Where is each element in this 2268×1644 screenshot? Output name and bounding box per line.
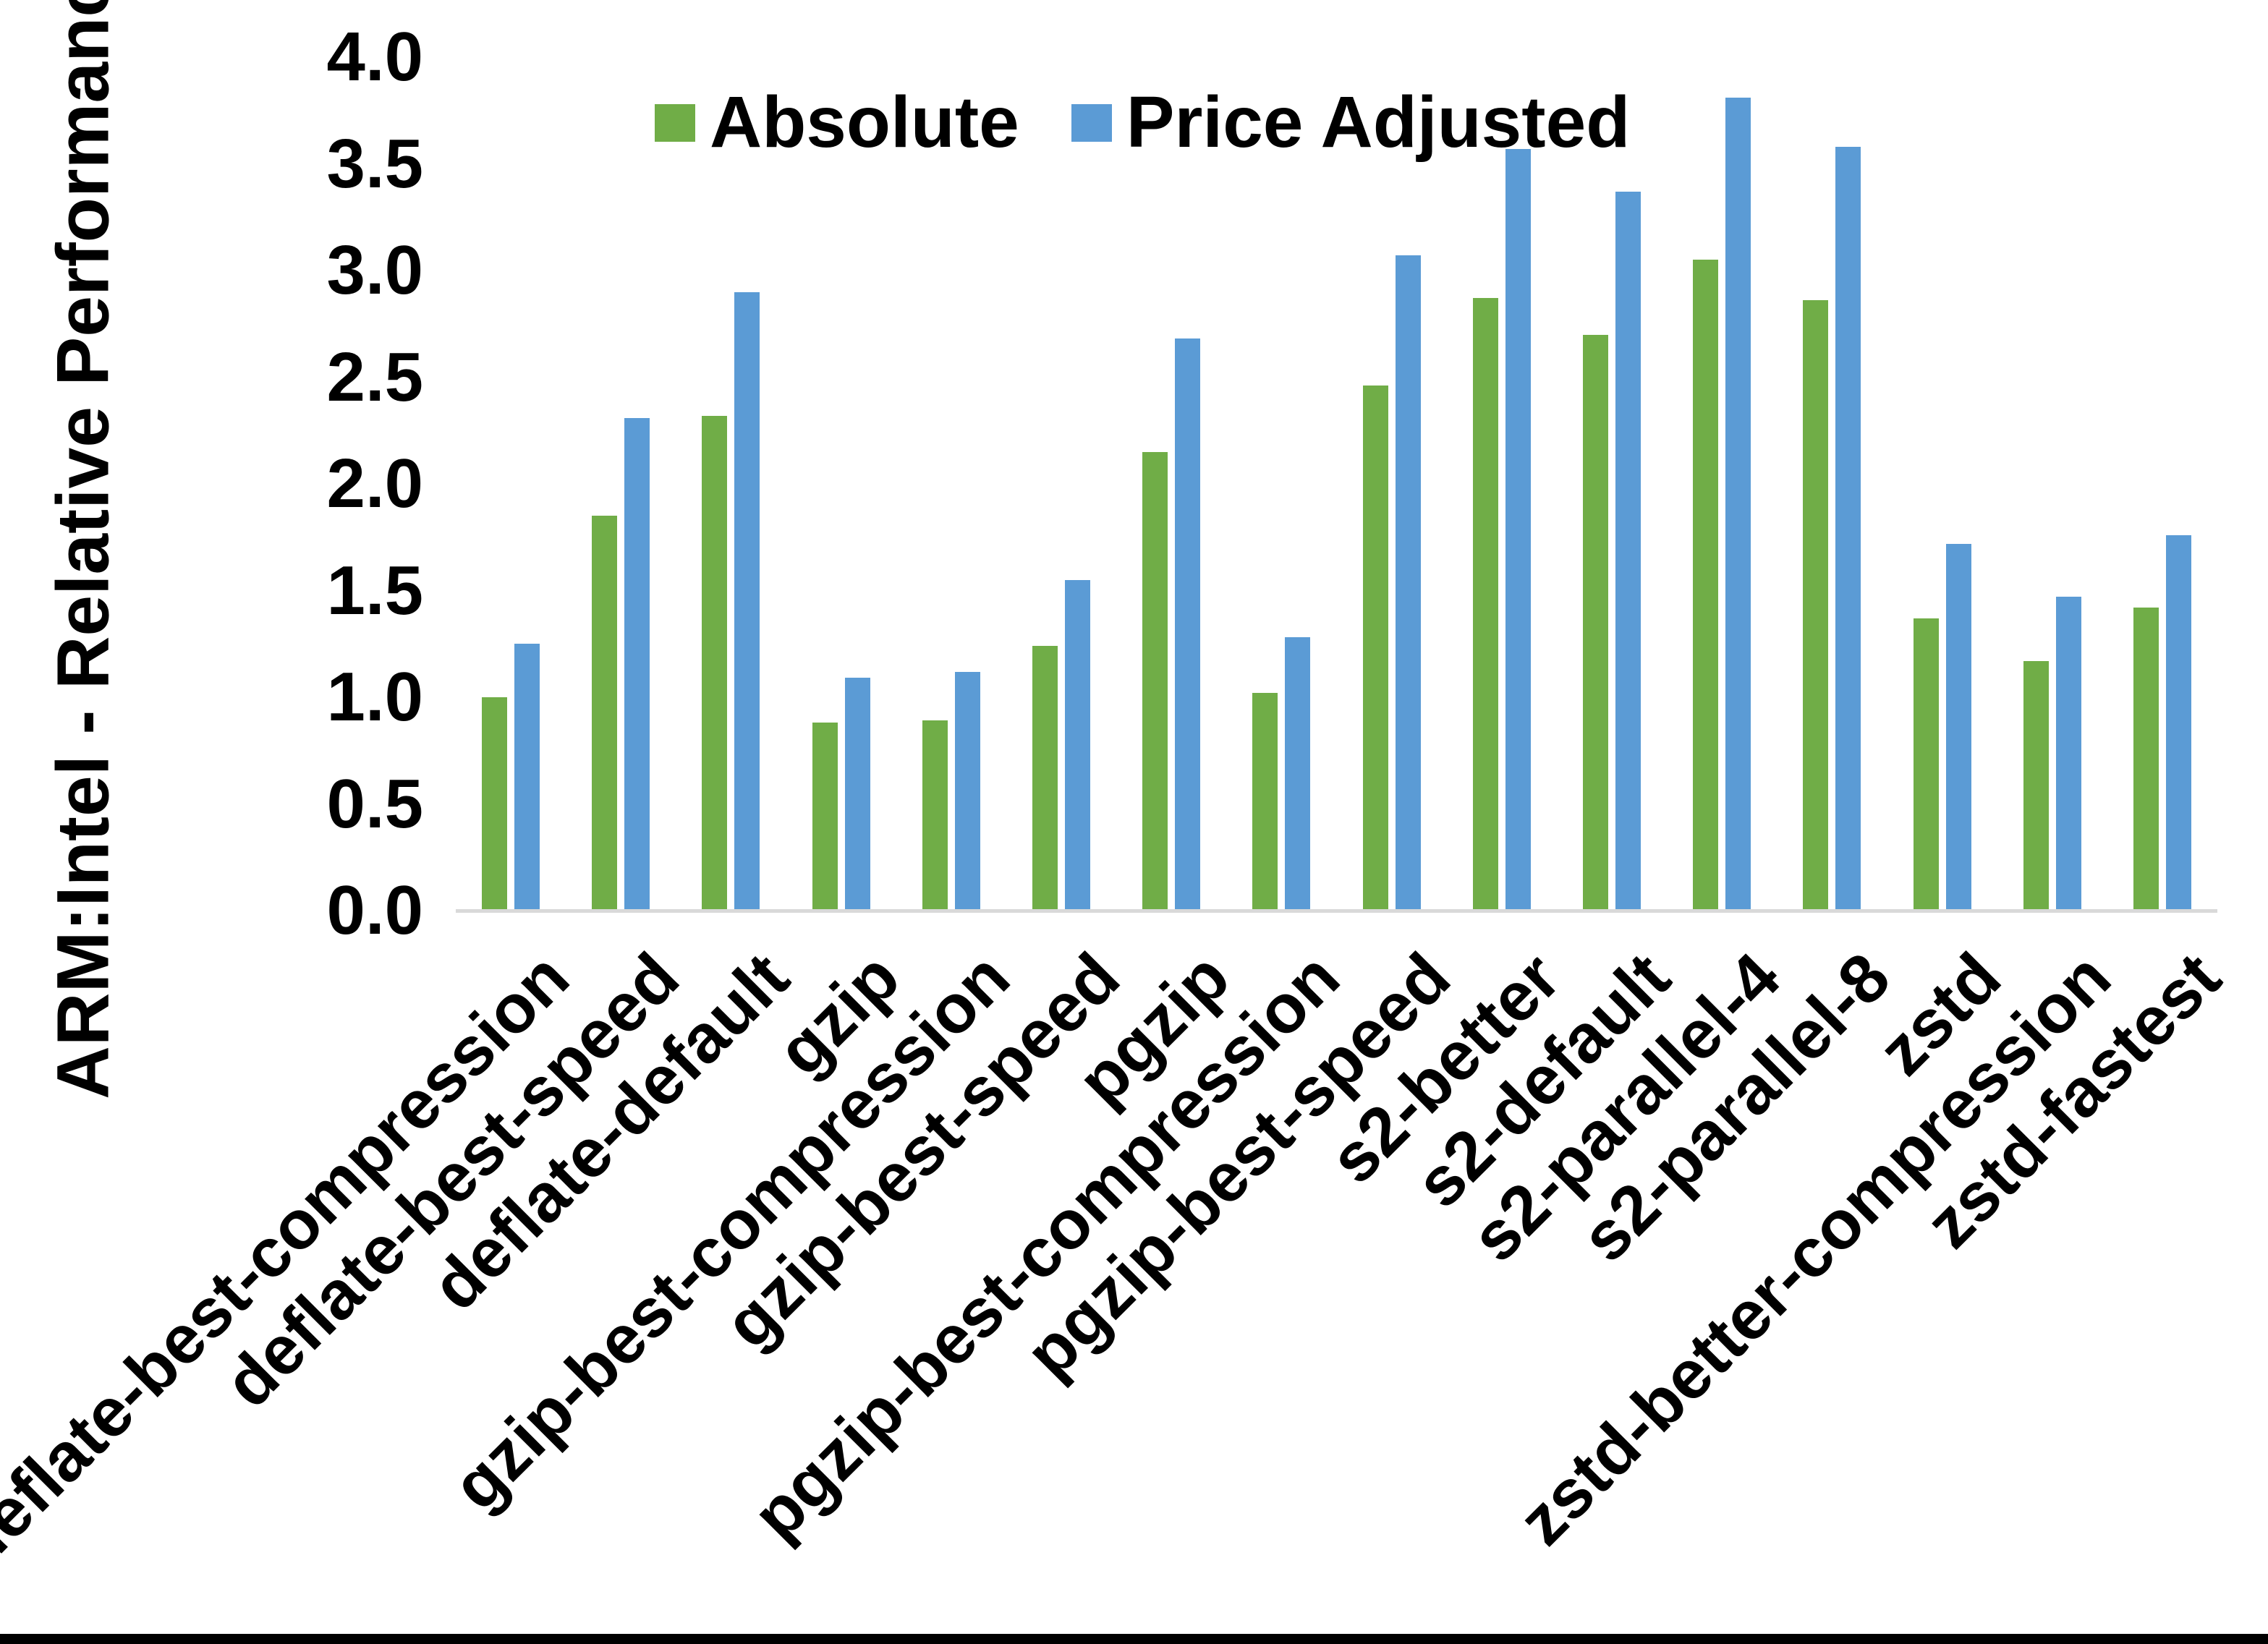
y-tick-label: 2.5	[326, 338, 423, 416]
bar-group	[456, 644, 566, 911]
y-tick-label: 4.0	[326, 18, 423, 95]
bar-price-adjusted	[2165, 534, 2191, 911]
bar-price-adjusted	[624, 417, 650, 911]
legend-item-price-adjusted: Price Adjusted	[1071, 81, 1630, 164]
bar-absolute	[922, 720, 948, 911]
bar-absolute	[2133, 608, 2159, 911]
legend-swatch-absolute-icon	[655, 103, 695, 142]
bar-absolute	[1142, 451, 1168, 911]
bar-price-adjusted	[1175, 338, 1201, 911]
bar-absolute	[1803, 300, 1829, 911]
bar-price-adjusted	[1725, 98, 1751, 911]
bar-absolute	[1252, 693, 1278, 911]
bar-price-adjusted	[734, 291, 760, 911]
bar-group	[1116, 338, 1226, 911]
legend: Absolute Price Adjusted	[655, 81, 1630, 164]
bar-group	[2107, 534, 2217, 911]
bar-absolute	[1472, 298, 1498, 911]
bar-group	[1006, 579, 1116, 911]
bar-absolute	[702, 415, 728, 911]
y-tick-label: 0.5	[326, 764, 423, 843]
legend-swatch-price-adjusted-icon	[1071, 103, 1112, 142]
bar-price-adjusted	[2055, 597, 2081, 911]
bar-price-adjusted	[954, 671, 980, 911]
bar-absolute	[1693, 260, 1719, 911]
bar-absolute	[1582, 334, 1608, 911]
bar-absolute	[482, 697, 508, 911]
y-tick-label: 3.5	[326, 124, 423, 203]
bar-group	[1667, 98, 1777, 911]
plot-area	[456, 57, 2217, 911]
bar-price-adjusted	[1945, 543, 1971, 911]
bar-price-adjusted	[514, 644, 540, 911]
bar-price-adjusted	[1065, 579, 1091, 911]
legend-label-absolute: Absolute	[710, 82, 1019, 163]
bar-group	[676, 291, 786, 911]
bar-group	[896, 671, 1006, 911]
bar-group	[566, 417, 676, 911]
bar-group	[1337, 255, 1447, 911]
bar-group	[1447, 148, 1557, 911]
bar-price-adjusted	[1285, 637, 1311, 911]
bar-group	[1997, 597, 2107, 911]
bar-price-adjusted	[1615, 191, 1641, 911]
bar-absolute	[1362, 386, 1388, 911]
y-tick-label: 0.0	[326, 872, 423, 949]
y-tick-label: 3.0	[326, 231, 423, 309]
bar-absolute	[2023, 660, 2049, 911]
bar-group	[1557, 191, 1667, 911]
bar-absolute	[1913, 618, 1939, 911]
bar-group	[1226, 637, 1336, 911]
y-tick-label: 1.5	[326, 551, 423, 629]
y-tick-label: 2.0	[326, 445, 423, 522]
bar-absolute	[812, 723, 838, 911]
legend-item-absolute: Absolute	[655, 81, 1019, 164]
bar-absolute	[1032, 646, 1058, 911]
bar-absolute	[592, 516, 618, 911]
bar-price-adjusted	[1395, 255, 1421, 911]
bar-price-adjusted	[1505, 148, 1531, 911]
bar-price-adjusted	[1835, 146, 1861, 911]
bar-group	[1887, 543, 1997, 911]
bar-price-adjusted	[844, 678, 870, 911]
bar-group	[1777, 146, 1887, 911]
bottom-border	[0, 1634, 2268, 1644]
y-tick-label: 1.0	[326, 658, 423, 736]
x-axis-line	[456, 909, 2217, 913]
bar-group	[786, 678, 896, 911]
legend-label-price-adjusted: Price Adjusted	[1126, 82, 1631, 163]
